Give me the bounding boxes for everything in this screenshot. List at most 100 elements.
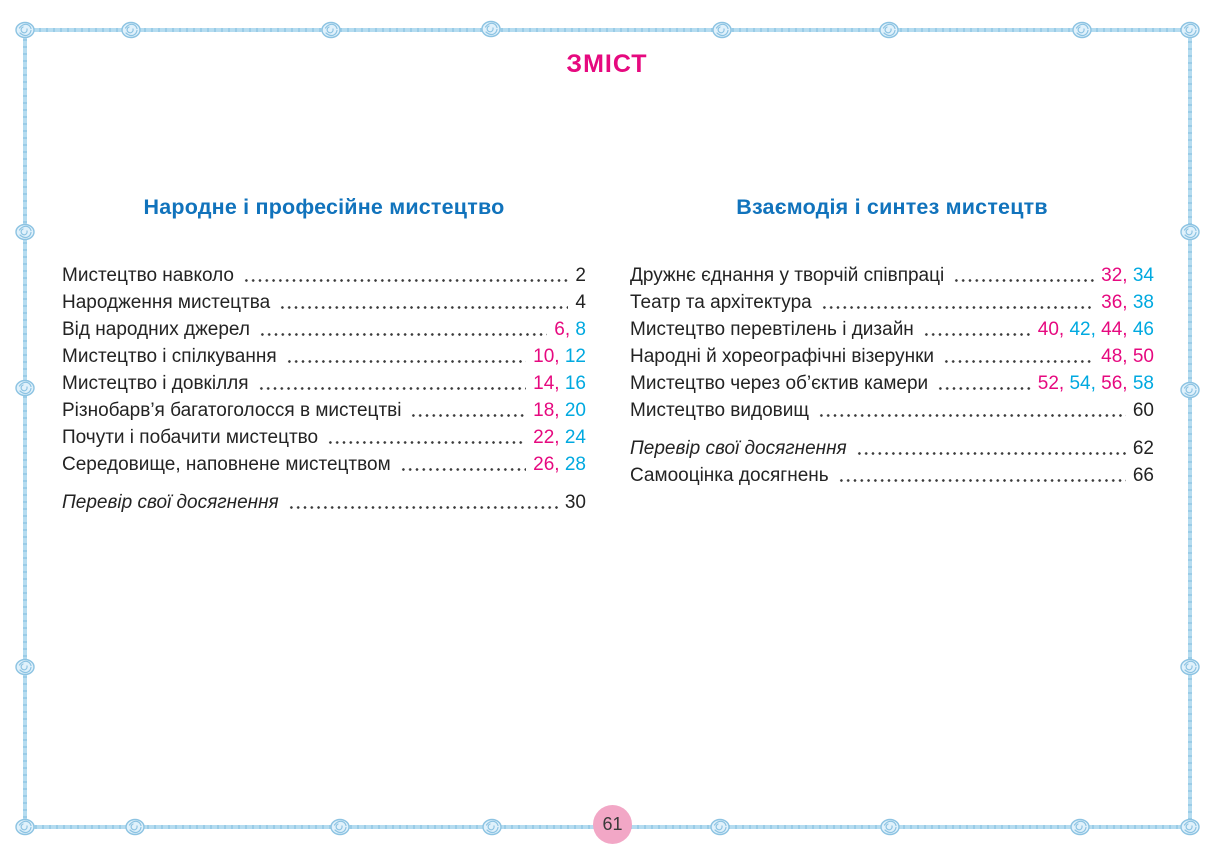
- toc-entry-title: Почути і побачити мистецтво: [62, 427, 319, 448]
- toc-entry-title: Мистецтво і спілкування: [62, 346, 277, 367]
- toc-entry: Театр та архітектура 36, 38: [630, 289, 1154, 316]
- column-heading-left: Народне і професійне мистецтво: [143, 195, 505, 219]
- toc-entry-pages: 14, 16: [533, 370, 586, 397]
- page-number: 30: [564, 492, 586, 513]
- dotted-leader: [820, 289, 1095, 316]
- toc-entry-pages: 6, 8: [554, 316, 586, 343]
- page-number: 52,: [1037, 373, 1070, 394]
- page-number: 12: [564, 346, 586, 367]
- toc-entry-title: Перевір свої досягнення: [630, 438, 847, 459]
- column-heading-right: Взаємодія і синтез мистецтв: [736, 195, 1048, 219]
- toc-entry-pages: 52, 54, 56, 58: [1038, 370, 1154, 397]
- page-number: 42,: [1069, 319, 1102, 340]
- toc-entry-pages: 26, 28: [533, 451, 586, 478]
- page-number: 40,: [1037, 319, 1070, 340]
- toc-entry-pages: 60: [1133, 397, 1154, 424]
- toc-column-right: Взаємодія і синтез мистецтв Дружнє єднан…: [630, 195, 1154, 516]
- page-number: 18,: [533, 400, 565, 421]
- page-number: 10,: [533, 346, 565, 367]
- page-number: 34: [1132, 265, 1154, 286]
- page-number: 50: [1132, 346, 1154, 367]
- page-number: 8: [575, 319, 586, 340]
- toc-entry-title: Мистецтво через об’єктив камери: [630, 373, 929, 394]
- toc-entry-title: Мистецтво видовищ: [630, 400, 810, 421]
- page-number: 22,: [533, 427, 565, 448]
- page-number: 26,: [533, 454, 565, 475]
- toc-entry: Мистецтво навколо 2: [62, 262, 586, 289]
- dotted-leader: [258, 316, 548, 343]
- toc-entry-title: Самооцінка досягнень: [630, 465, 829, 486]
- toc-entry: Перевір свої досягнення 30: [62, 489, 586, 516]
- page-number: 14,: [533, 373, 565, 394]
- dotted-leader: [399, 451, 527, 478]
- toc-entry-pages: 18, 20: [533, 397, 586, 424]
- toc-entry: Мистецтво через об’єктив камери 52, 54, 5…: [630, 370, 1154, 397]
- toc-entry: Від народних джерел 6, 8: [62, 316, 586, 343]
- toc-entry-pages: 22, 24: [533, 424, 586, 451]
- toc-entry-title: Перевір свої досягнення: [62, 492, 279, 513]
- toc-columns: Народне і професійне мистецтво Мистецтво…: [62, 195, 1154, 516]
- toc-column-left: Народне і професійне мистецтво Мистецтво…: [62, 195, 586, 516]
- page-number: 62: [1132, 438, 1154, 459]
- toc-entry-title: Мистецтво і довкілля: [62, 373, 249, 394]
- toc-entry-pages: 32, 34: [1101, 262, 1154, 289]
- toc-entry-title: Від народних джерел: [62, 319, 250, 340]
- toc-entry: Мистецтво і спілкування 10, 12: [62, 343, 586, 370]
- toc-entry-title: Мистецтво навколо: [62, 265, 235, 286]
- toc-entry: Народні й хореографічні візерунки 48, 50: [630, 343, 1154, 370]
- toc-entry-pages: 62: [1133, 435, 1154, 462]
- dotted-leader: [327, 424, 527, 451]
- dotted-leader: [243, 262, 569, 289]
- toc-entry: Мистецтво і довкілля 14, 16: [62, 370, 586, 397]
- page-number: 36,: [1101, 292, 1133, 313]
- toc-entry-title: Дружнє єднання у творчій співпраці: [630, 265, 945, 286]
- dotted-leader: [818, 397, 1126, 424]
- page-number: 56,: [1101, 373, 1133, 394]
- toc-entry: Народження мистецтва 4: [62, 289, 586, 316]
- toc-entry: Середовище, наповнене мистецтвом 26, 28: [62, 451, 586, 478]
- toc-entry: Самооцінка досягнень 66: [630, 462, 1154, 489]
- toc-entry-title: Різнобарв’я багатоголосся в мистецтві: [62, 400, 402, 421]
- toc-entry: Різнобарв’я багатоголосся в мистецтві 18,…: [62, 397, 586, 424]
- toc-entry: Перевір свої досягнення 62: [630, 435, 1154, 462]
- dotted-leader: [279, 289, 569, 316]
- dotted-leader: [953, 262, 1095, 289]
- page-number: 16: [564, 373, 586, 394]
- toc-entry: Мистецтво видовищ 60: [630, 397, 1154, 424]
- toc-entries-right: Дружнє єднання у творчій співпраці 32, 34…: [630, 262, 1154, 489]
- toc-entry: Мистецтво перевтілень і дизайн 40, 42, 44…: [630, 316, 1154, 343]
- toc-entry: Почути і побачити мистецтво 22, 24: [62, 424, 586, 451]
- page-number: 48,: [1101, 346, 1133, 367]
- page-number: 28: [564, 454, 586, 475]
- dotted-leader: [937, 370, 1031, 397]
- toc-entry-pages: 48, 50: [1101, 343, 1154, 370]
- page-number: 44,: [1101, 319, 1133, 340]
- toc-entry-title: Народження мистецтва: [62, 292, 271, 313]
- dotted-leader: [922, 316, 1031, 343]
- page-number: 58: [1132, 373, 1154, 394]
- toc-entry-pages: 40, 42, 44, 46: [1038, 316, 1154, 343]
- toc-entry-title: Мистецтво перевтілень і дизайн: [630, 319, 914, 340]
- toc-entry-pages: 10, 12: [533, 343, 586, 370]
- dotted-leader: [287, 489, 558, 516]
- page-number: 60: [1132, 400, 1154, 421]
- page-number: 6,: [554, 319, 576, 340]
- dotted-leader: [943, 343, 1095, 370]
- dotted-leader: [410, 397, 527, 424]
- page-number: 4: [575, 292, 586, 313]
- toc-entry: Дружнє єднання у творчій співпраці 32, 34: [630, 262, 1154, 289]
- toc-entry-pages: 36, 38: [1101, 289, 1154, 316]
- page-number: 20: [564, 400, 586, 421]
- page-number: 66: [1132, 465, 1154, 486]
- page-title: ЗМІСТ: [566, 50, 648, 78]
- toc-entry-title: Середовище, наповнене мистецтвом: [62, 454, 391, 475]
- toc-entry-pages: 4: [575, 289, 586, 316]
- dotted-leader: [855, 435, 1126, 462]
- page-number-badge: 61: [593, 805, 632, 844]
- toc-entries-left: Мистецтво навколо 2 Народження мистецтва 4 В…: [62, 262, 586, 516]
- toc-entry-title: Театр та архітектура: [630, 292, 812, 313]
- toc-entry-pages: 66: [1133, 462, 1154, 489]
- toc-entry-pages: 30: [565, 489, 586, 516]
- dotted-leader: [837, 462, 1126, 489]
